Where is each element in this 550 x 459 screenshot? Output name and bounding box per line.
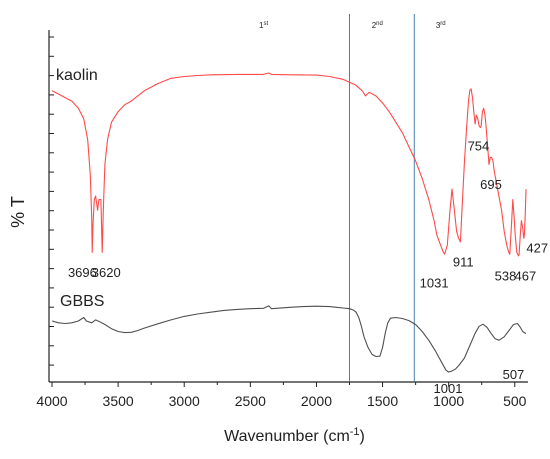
- peak-label-911: 911: [453, 254, 474, 269]
- x-tick-label-1500: 1500: [367, 393, 398, 409]
- peak-label-1031: 1031: [420, 276, 449, 291]
- peak-label-507: 507: [503, 367, 525, 382]
- x-tick-label-2500: 2500: [235, 393, 266, 409]
- series-group: [51, 72, 527, 373]
- x-tick-label-3500: 3500: [103, 393, 134, 409]
- x-tick-label-2000: 2000: [301, 393, 332, 409]
- y-axis-label: % T: [8, 196, 28, 228]
- x-tick-label-500: 500: [503, 393, 527, 409]
- peak-label-467: 467: [515, 269, 537, 284]
- region-label-1: 1st: [259, 21, 268, 30]
- x-tick-label-1000: 1000: [433, 393, 464, 409]
- series-label-kaolin: kaolin: [56, 67, 98, 84]
- series-line-kaolin: [51, 72, 527, 257]
- series-line-gbbs: [51, 305, 526, 373]
- peak-label-3696: 3696: [68, 265, 97, 280]
- region-dividers: 1st 2nd 3rd: [259, 14, 446, 382]
- peak-label-538: 538: [495, 269, 517, 284]
- series-label-gbbs: GBBS: [60, 293, 104, 310]
- x-axis-label: Wavenumber (cm-1): [224, 426, 365, 445]
- x-tick-label-3000: 3000: [169, 393, 200, 409]
- peak-label-427: 427: [526, 240, 548, 255]
- peak-label-695: 695: [480, 177, 502, 192]
- peak-label-1001: 1001: [434, 381, 463, 396]
- x-tick-label-4000: 4000: [36, 393, 67, 409]
- region-label-2: 2nd: [372, 21, 383, 30]
- region-label-3: 3rd: [436, 21, 446, 30]
- peak-label-3620: 3620: [92, 265, 121, 280]
- peak-label-754: 754: [468, 138, 490, 153]
- axes: 4000 3500 3000 2500 2000 1500 1000 500 Wavenumbe…: [8, 30, 528, 445]
